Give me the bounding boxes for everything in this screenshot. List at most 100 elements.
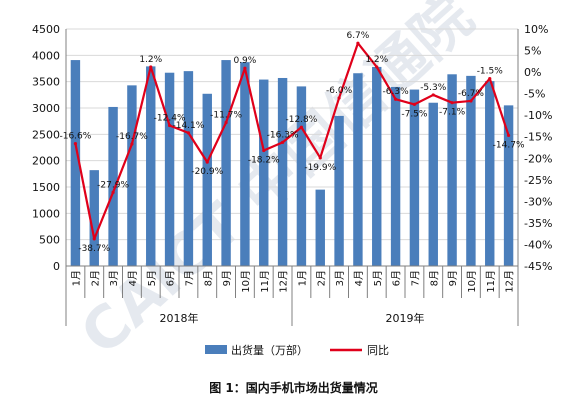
data-label: 1.2% [139, 55, 162, 65]
line-point [450, 101, 454, 105]
x-tick-label: 11月 [485, 270, 497, 293]
y-left-tick-label: 1000 [32, 207, 60, 220]
line-point [130, 142, 134, 146]
y-left-tick-label: 3500 [32, 76, 60, 89]
legend-label-bar: 出货量（万部） [231, 343, 308, 357]
data-label: -1.5% [477, 67, 504, 77]
x-tick-label: 7月 [183, 270, 195, 286]
data-label: -5.3% [420, 83, 447, 93]
figure-caption: 图 1：国内手机市场出货量情况 [209, 381, 378, 395]
line-point [318, 156, 322, 160]
x-tick-label: 4月 [353, 270, 365, 286]
line-point [488, 76, 492, 81]
data-label: -19.9% [304, 163, 336, 173]
x-tick-label: 5月 [146, 270, 158, 286]
y-right-tick-label: -20% [524, 152, 552, 165]
line-point [224, 120, 228, 125]
data-label: -14.1% [172, 121, 204, 131]
x-tick-label: 7月 [409, 270, 421, 286]
line-point [299, 125, 304, 129]
bar [277, 77, 288, 266]
line-point [111, 190, 115, 194]
yoy-line [74, 42, 510, 240]
line-point [393, 97, 398, 101]
line-point [167, 123, 172, 128]
data-label: -11.7% [210, 111, 242, 121]
bar [146, 66, 156, 266]
bar [466, 75, 476, 266]
x-tick-label: 12月 [278, 270, 290, 293]
legend-label-line: 同比 [367, 344, 389, 357]
data-label: -14.7% [493, 140, 525, 150]
y-left-tick-label: 500 [39, 234, 60, 247]
bar [89, 170, 99, 266]
data-label: -6.3% [383, 87, 410, 97]
line-point [262, 148, 266, 153]
x-tick-label: 11月 [259, 270, 271, 293]
y-right-tick-label: -35% [524, 217, 552, 230]
x-tick-label: 6月 [391, 270, 403, 286]
y-right-tick-label: -10% [524, 109, 552, 122]
data-label: 0.9% [233, 56, 256, 66]
bar [240, 62, 250, 267]
y-left-tick-label: 1500 [32, 181, 60, 194]
bar [183, 71, 194, 266]
bar [372, 66, 382, 266]
x-tick-label: 10月 [240, 270, 252, 293]
data-label: -16.7% [116, 132, 148, 142]
line-point [149, 65, 153, 69]
data-label: 6.7% [346, 31, 369, 41]
bar [390, 86, 401, 266]
y-left-tick-label: 4000 [32, 49, 60, 62]
line-point [73, 142, 78, 146]
x-tick-label: 3月 [108, 270, 120, 286]
x-tick-label: 12月 [504, 270, 516, 293]
x-tick-label: 9月 [447, 270, 459, 286]
data-label: -27.9% [97, 180, 129, 190]
y-left-tick-label: 4500 [32, 23, 60, 36]
bar [259, 79, 269, 266]
bar [70, 60, 81, 266]
data-label: -6.0% [326, 86, 353, 96]
data-label: 1.2% [365, 55, 388, 65]
y-left-tick-label: 3000 [32, 102, 60, 115]
line-point [92, 237, 96, 241]
bar [503, 105, 514, 266]
y-left-tick-label: 0 [53, 260, 60, 273]
bar [334, 115, 344, 267]
x-tick-label: 2月 [315, 270, 327, 286]
bar [202, 93, 212, 266]
y-right-tick-label: -15% [524, 131, 552, 144]
y-right-tick-label: -25% [524, 174, 552, 187]
x-tick-label: 10月 [466, 270, 478, 293]
bar [221, 60, 231, 266]
data-label: -20.9% [191, 167, 223, 177]
line-point [243, 66, 247, 70]
data-label: -7.5% [401, 109, 428, 119]
x-tick-label: 5月 [372, 270, 384, 286]
y-right-tick-label: -5% [524, 88, 545, 101]
data-label: -18.2% [248, 156, 280, 166]
x-tick-label: 1月 [296, 270, 308, 286]
line-point [469, 99, 473, 103]
y-left-tick-label: 2500 [32, 128, 60, 141]
data-label: -38.7% [78, 244, 110, 254]
data-label: -7.1% [439, 108, 466, 118]
y-left-tick-label: 2000 [32, 155, 60, 168]
y-right-tick-label: 10% [524, 23, 548, 36]
line-point [431, 93, 435, 97]
bar [353, 73, 363, 267]
y-right-tick-label: -40% [524, 238, 552, 251]
line-point [280, 140, 285, 144]
x-tick-label: 4月 [127, 270, 139, 286]
bar [428, 102, 438, 266]
y-right-tick-label: -45% [524, 260, 552, 273]
x-tick-label: 8月 [428, 270, 440, 286]
data-label: -16.3% [267, 130, 299, 140]
x-tick-label: 6月 [165, 270, 177, 286]
y-right-tick-label: 0% [524, 66, 541, 79]
bar [315, 189, 325, 266]
bar [127, 85, 137, 266]
bar [409, 89, 420, 266]
